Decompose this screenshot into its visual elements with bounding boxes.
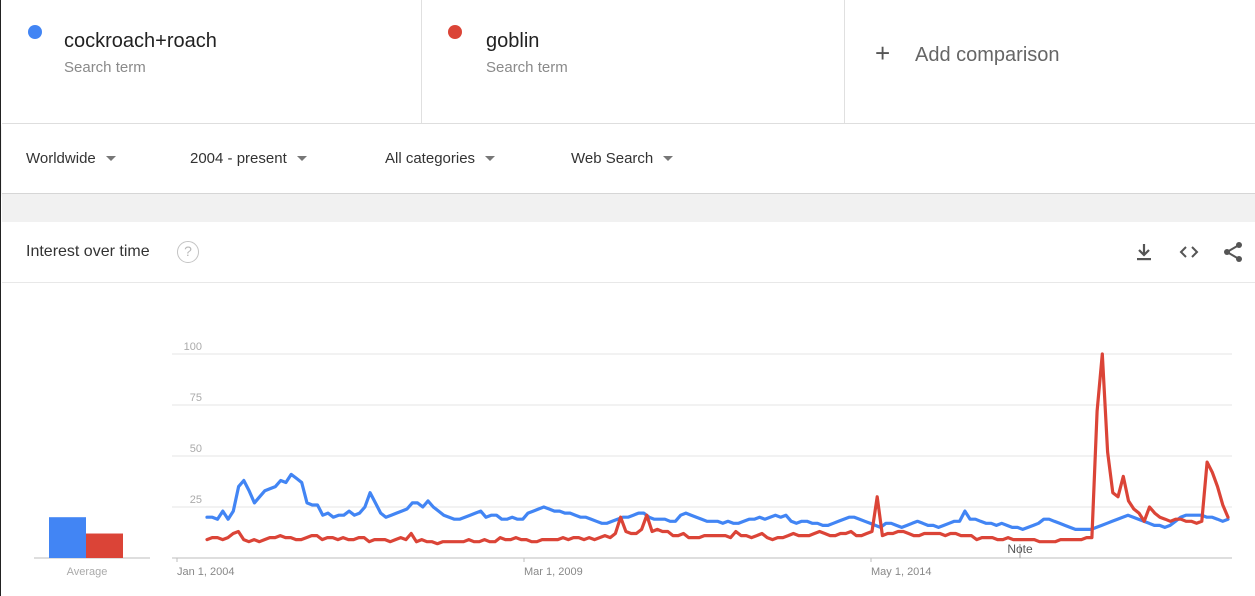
card-header: Interest over time ? <box>2 222 1255 283</box>
add-comparison-label: Add comparison <box>915 44 1060 66</box>
search-term-type: Search term <box>64 59 146 76</box>
search-term-name[interactable]: goblin <box>486 30 540 52</box>
embed-icon[interactable] <box>1177 240 1201 264</box>
category-dropdown[interactable]: All categories <box>385 150 496 167</box>
help-icon[interactable]: ? <box>177 241 199 263</box>
search-type-label: Web Search <box>571 150 654 167</box>
filter-bar: Worldwide 2004 - present All categories … <box>2 124 1255 194</box>
y-tick-label: 25 <box>190 494 202 506</box>
y-tick-label: 75 <box>190 392 202 404</box>
compare-bar: cockroach+roach Search term goblin Searc… <box>2 0 1255 124</box>
time-range-label: 2004 - present <box>190 150 287 167</box>
average-bar <box>86 533 123 558</box>
search-term-type: Search term <box>486 59 568 76</box>
card-title: Interest over time <box>26 243 150 260</box>
caret-down-icon <box>105 156 116 161</box>
series-line <box>205 352 1230 546</box>
region-label: Worldwide <box>26 150 96 167</box>
series-color-dot <box>28 25 42 39</box>
interest-chart: 25 50 75 100 Average Jan 1, 2004 Mar 1, 2009… <box>34 341 1232 578</box>
average-label: Average <box>67 566 108 578</box>
caret-down-icon <box>296 156 307 161</box>
search-term-1[interactable]: cockroach+roach Search term <box>2 0 422 124</box>
search-type-dropdown[interactable]: Web Search <box>571 150 674 167</box>
note-label: Note <box>1007 542 1033 556</box>
search-term-2[interactable]: goblin Search term <box>422 0 845 124</box>
x-tick-label: May 1, 2014 <box>871 566 932 578</box>
x-tick-label: Jan 1, 2004 <box>177 566 235 578</box>
add-comparison-button[interactable]: + Add comparison <box>845 0 1255 124</box>
download-icon[interactable] <box>1132 240 1156 264</box>
interest-over-time-card: Interest over time ? 25 50 75 100 Average J… <box>2 222 1255 596</box>
series-line <box>205 472 1230 531</box>
y-tick-label: 50 <box>190 443 202 455</box>
caret-down-icon <box>663 156 674 161</box>
time-range-dropdown[interactable]: 2004 - present <box>190 150 307 167</box>
caret-down-icon <box>485 156 496 161</box>
y-tick-label: 100 <box>184 341 202 353</box>
category-label: All categories <box>385 150 476 167</box>
search-term-name[interactable]: cockroach+roach <box>64 30 217 52</box>
region-dropdown[interactable]: Worldwide <box>26 150 116 167</box>
average-bar <box>49 517 86 558</box>
x-tick-label: Mar 1, 2009 <box>524 566 583 578</box>
section-separator <box>2 194 1255 222</box>
series-color-dot <box>448 25 462 39</box>
plus-icon: + <box>875 38 891 68</box>
share-icon[interactable] <box>1221 240 1245 264</box>
